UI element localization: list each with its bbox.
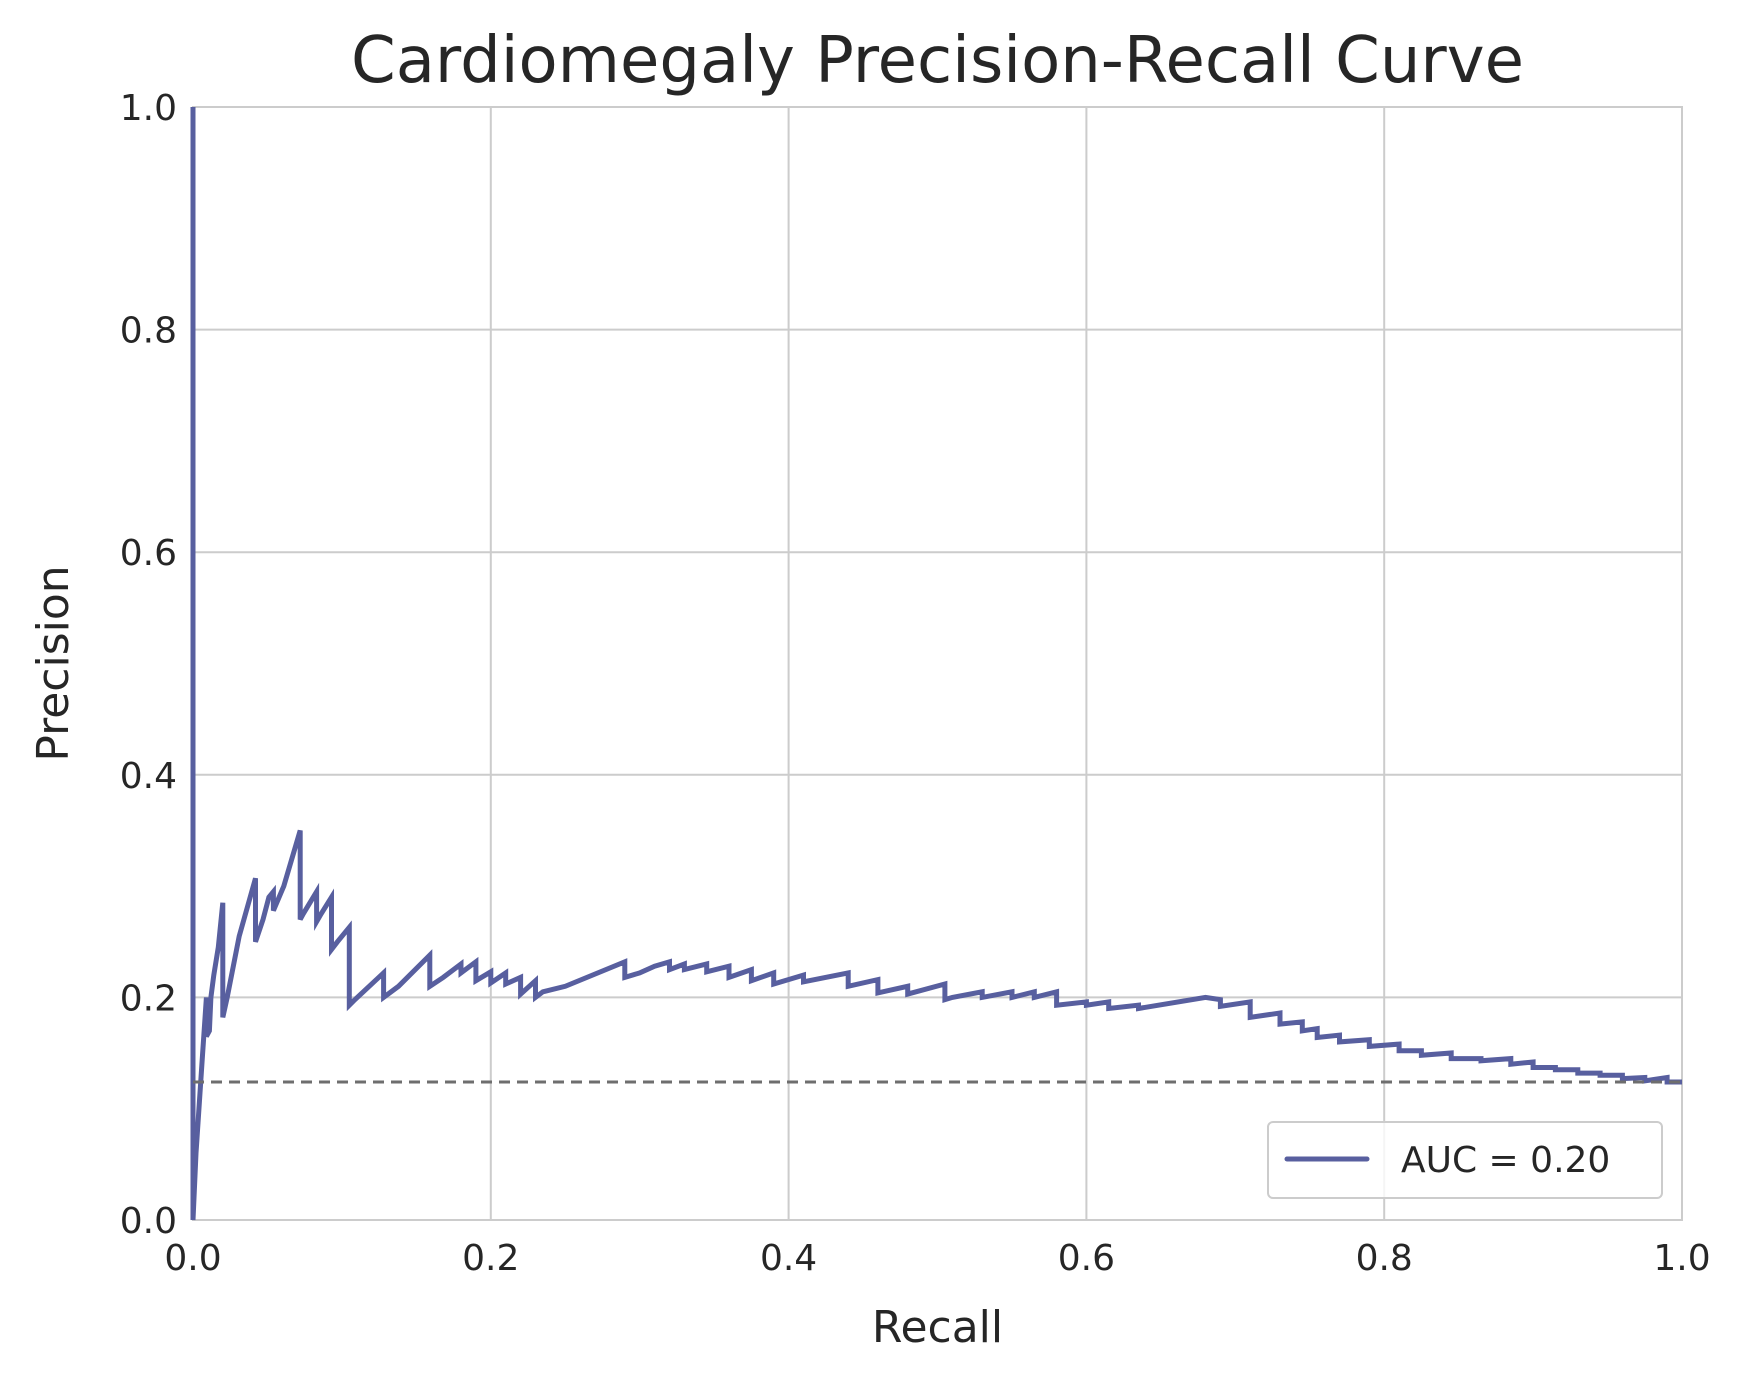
series-layer [190, 107, 1682, 1221]
legend-entry: AUC = 0.20 [1401, 1140, 1610, 1181]
y-axis-label: Precision [28, 565, 79, 761]
x-tick-label: 0.8 [1356, 1238, 1413, 1279]
y-tick-label: 0.2 [120, 978, 177, 1019]
x-tick-labels: 0.0 0.2 0.4 0.6 0.8 1.0 [164, 1238, 1710, 1279]
y-tick-label: 1.0 [120, 88, 177, 129]
grid-lines [192, 106, 1683, 1221]
y-tick-label: 0.8 [120, 311, 177, 352]
x-tick-label: 1.0 [1653, 1238, 1710, 1279]
y-tick-labels: 0.0 0.2 0.4 0.6 0.8 1.0 [120, 88, 177, 1242]
y-tick-label: 0.0 [120, 1201, 177, 1242]
x-tick-label: 0.4 [760, 1238, 817, 1279]
x-tick-label: 0.2 [462, 1238, 519, 1279]
legend-box [1267, 1121, 1663, 1199]
y-tick-label: 0.4 [120, 756, 177, 797]
legend: AUC = 0.20 [1267, 1121, 1663, 1199]
pr-curve-line [190, 107, 1682, 1221]
x-tick-label: 0.6 [1058, 1238, 1115, 1279]
x-axis-label: Recall [872, 1302, 1003, 1353]
chart-title: Cardiomegaly Precision-Recall Curve [351, 24, 1524, 98]
y-tick-label: 0.6 [120, 533, 177, 574]
x-tick-label: 0.0 [164, 1238, 221, 1279]
